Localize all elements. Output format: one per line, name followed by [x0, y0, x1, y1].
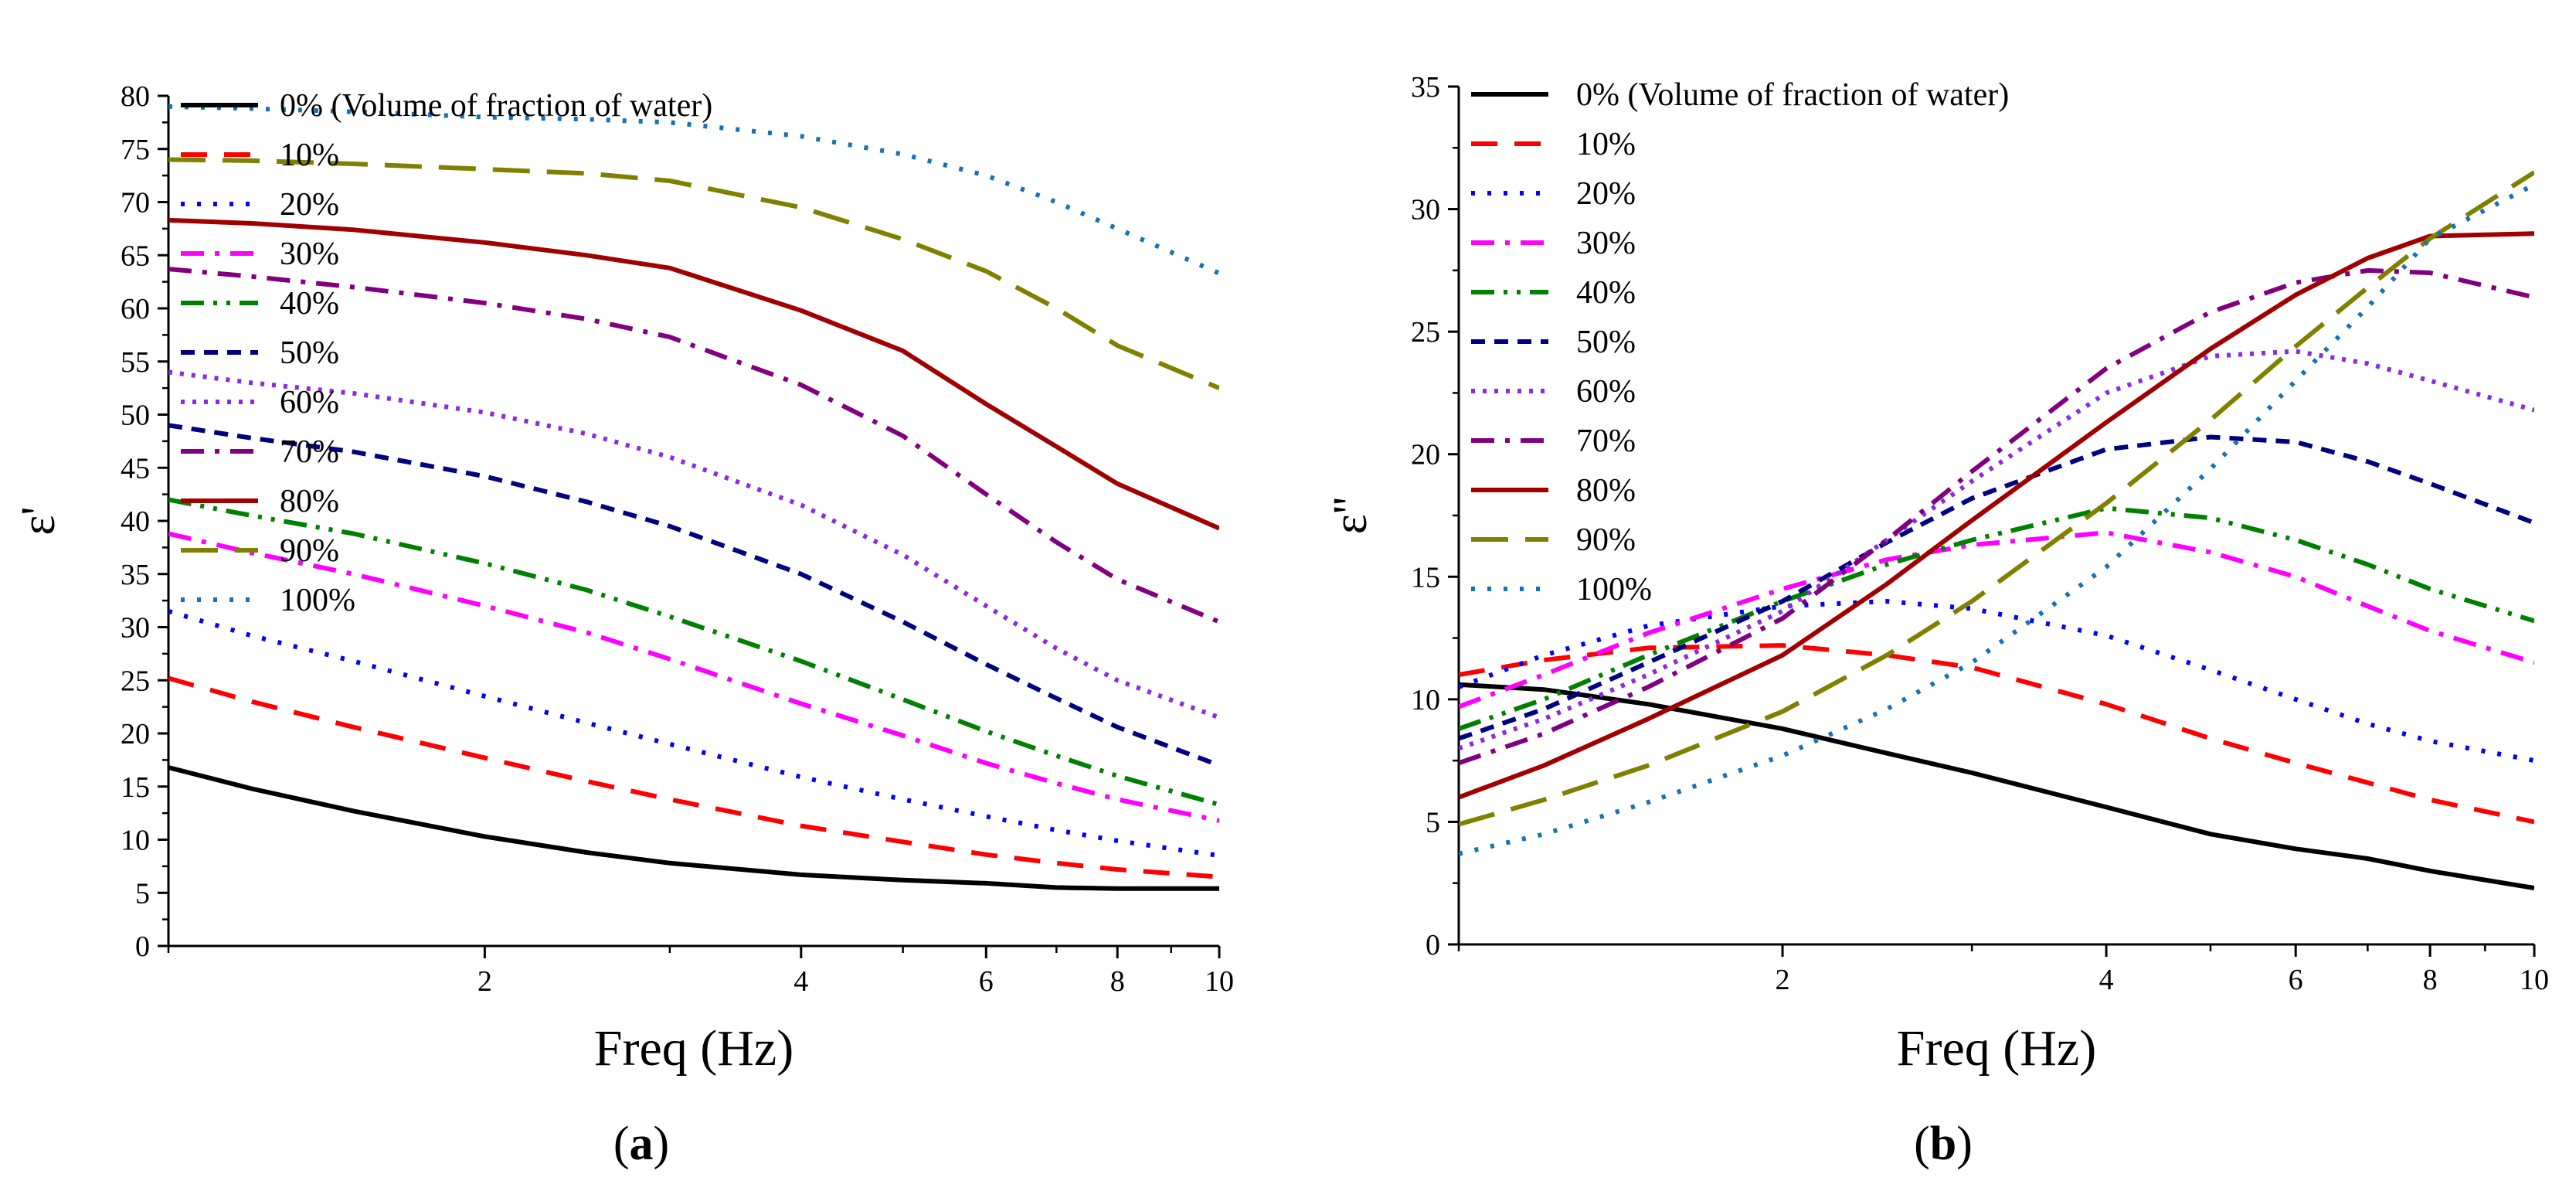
- legend-label-a-2: 20%: [280, 187, 339, 223]
- legend-label-a-6: 60%: [280, 385, 339, 420]
- series-line-a-0: [168, 765, 1219, 891]
- y-tick-label-a: 60: [121, 293, 150, 325]
- y-tick-label-a: 30: [121, 612, 150, 645]
- legend-label-a-9: 90%: [280, 533, 339, 569]
- legend-label-b-5: 50%: [1576, 325, 1636, 360]
- x-tick-label-b: 8: [2423, 964, 2438, 996]
- legend-label-b-9: 90%: [1576, 522, 1636, 558]
- legend-label-b-2: 20%: [1576, 176, 1636, 212]
- series-line-b-3: [1459, 530, 2534, 709]
- x-tick-label-a: 4: [794, 965, 808, 998]
- series-line-b-9: [1459, 170, 2534, 827]
- x-axis-label-b: Freq (Hz): [1897, 1020, 2096, 1077]
- legend-label-a-4: 40%: [280, 286, 339, 322]
- x-tick-label-b: 6: [2289, 964, 2303, 996]
- series-line-a-6: [168, 369, 1219, 720]
- legend-label-b-0: 0% (Volume of fraction of water): [1576, 77, 2009, 113]
- series-group-a: [168, 104, 1219, 891]
- series-line-b-6: [1459, 349, 2534, 751]
- series-line-a-5: [168, 423, 1219, 768]
- series-line-b-7: [1459, 267, 2534, 766]
- x-tick-label-b: 2: [1776, 964, 1790, 996]
- x-tick-label-b: 10: [2520, 964, 2549, 996]
- series-line-b-1: [1459, 643, 2534, 825]
- series-line-b-2: [1459, 599, 2534, 764]
- y-tick-label-b: 30: [1411, 194, 1440, 226]
- legend-label-a-1: 10%: [280, 138, 339, 173]
- series-line-a-10: [168, 104, 1219, 276]
- x-axis-label-a: Freq (Hz): [594, 1020, 794, 1077]
- y-tick-label-a: 20: [121, 718, 150, 750]
- x-tick-label-a: 10: [1205, 965, 1234, 998]
- y-tick-label-a: 75: [121, 134, 150, 166]
- legend-label-b-1: 10%: [1576, 127, 1636, 162]
- y-tick-label-a: 0: [135, 931, 150, 963]
- y-tick-label-a: 40: [121, 505, 150, 538]
- y-tick-label-a: 10: [121, 825, 150, 857]
- x-tick-label-a: 2: [477, 965, 492, 998]
- series-line-a-8: [168, 217, 1219, 531]
- y-axis-label-b: ε'': [1324, 497, 1377, 534]
- legend-label-b-4: 40%: [1576, 275, 1636, 311]
- legend-label-b-7: 70%: [1576, 424, 1636, 459]
- y-tick-label-a: 35: [121, 559, 150, 591]
- legend-label-b-3: 30%: [1576, 226, 1636, 261]
- y-tick-label-a: 55: [121, 346, 150, 379]
- series-line-b-0: [1459, 682, 2534, 891]
- series-line-b-4: [1459, 505, 2534, 731]
- chart-panel-a: 0 5 10 15 20 25 30 35 40 45 50 55 60 65 70 75 80 2 4 6 8 10 ε'…: [12, 80, 1234, 1170]
- legend-label-b-6: 60%: [1576, 374, 1636, 410]
- y-tick-label-a: 45: [121, 452, 150, 485]
- legend-label-a-3: 30%: [280, 236, 339, 272]
- x-tick-label-b: 4: [2099, 964, 2114, 996]
- series-line-a-7: [168, 267, 1219, 624]
- panel-label-b: (b): [1914, 1118, 1973, 1170]
- y-tick-label-a: 50: [121, 400, 150, 432]
- legend-label-a-5: 50%: [280, 335, 339, 371]
- series-line-a-2: [168, 609, 1219, 859]
- y-tick-label-b: 20: [1411, 439, 1440, 471]
- y-tick-label-b: 35: [1411, 71, 1440, 104]
- y-tick-label-b: 0: [1426, 929, 1440, 961]
- legend-label-a-10: 100%: [280, 583, 355, 618]
- y-tick-label-b: 25: [1411, 316, 1440, 349]
- y-tick-label-a: 25: [121, 665, 150, 697]
- panel-label-a: (a): [613, 1118, 669, 1170]
- y-tick-label-a: 15: [121, 771, 150, 804]
- series-group-b: [1459, 170, 2534, 891]
- y-tick-label-b: 15: [1411, 561, 1440, 594]
- y-tick-label-b: 5: [1426, 806, 1440, 839]
- series-line-b-8: [1459, 231, 2534, 800]
- y-tick-label-a: 70: [121, 187, 150, 219]
- legend-label-a-0: 0% (Volume of fraction of water): [280, 88, 712, 124]
- series-line-a-1: [168, 675, 1219, 879]
- legend-label-a-7: 70%: [280, 434, 339, 470]
- x-tick-label-a: 8: [1110, 965, 1125, 998]
- chart-panel-b: 0 5 10 15 20 25 30 35 2 4 6 8 10 ε'' Freq (Hz) (b) 0% (V…: [1324, 71, 2549, 1170]
- y-axis-label-a: ε': [12, 506, 65, 535]
- y-tick-label-a: 65: [121, 240, 150, 272]
- y-tick-label-b: 10: [1411, 684, 1440, 716]
- series-line-a-3: [168, 531, 1219, 823]
- legend-label-a-8: 80%: [280, 484, 339, 519]
- legend-label-b-10: 100%: [1576, 572, 1652, 607]
- x-tick-label-a: 6: [979, 965, 994, 998]
- series-line-a-9: [168, 157, 1219, 390]
- y-tick-label-a: 5: [135, 877, 150, 910]
- legend-label-b-8: 80%: [1576, 473, 1636, 509]
- y-tick-label-a: 80: [121, 80, 150, 113]
